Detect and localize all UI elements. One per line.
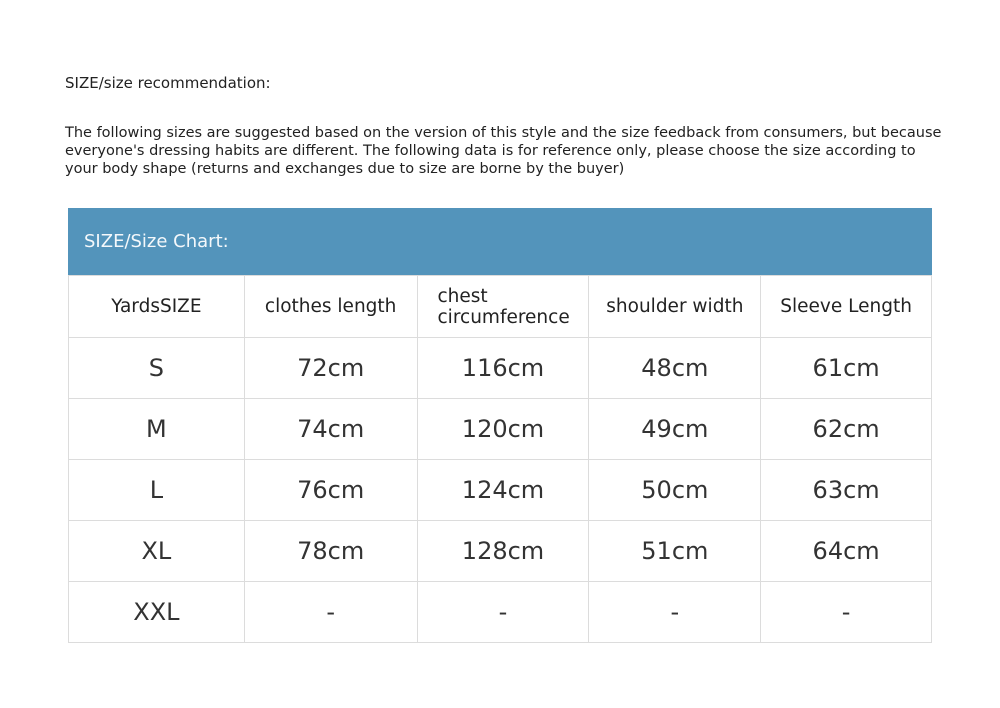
page-title: SIZE/size recommendation: — [65, 74, 271, 92]
measurement-cell: - — [760, 581, 932, 643]
size-cell: XXL — [68, 581, 245, 643]
table-row: M 74cm 120cm 49cm 62cm — [68, 398, 932, 460]
table-row: L 76cm 124cm 50cm 63cm — [68, 459, 932, 521]
column-header: shoulder width — [588, 275, 762, 338]
table-row: S 72cm 116cm 48cm 61cm — [68, 337, 932, 399]
measurement-cell: 62cm — [760, 398, 932, 460]
measurement-cell: - — [243, 581, 418, 643]
measurement-cell: 72cm — [243, 337, 418, 399]
column-header: Sleeve Length — [760, 275, 932, 338]
measurement-cell: 64cm — [760, 520, 932, 582]
size-cell: XL — [68, 520, 245, 582]
column-header: clothes length — [243, 275, 418, 338]
measurement-cell: 124cm — [416, 459, 590, 521]
measurement-cell: - — [416, 581, 590, 643]
size-cell: S — [68, 337, 245, 399]
measurement-cell: 74cm — [243, 398, 418, 460]
measurement-cell: 61cm — [760, 337, 932, 399]
size-table: YardsSIZE clothes length chest circumfer… — [68, 275, 932, 643]
measurement-cell: 76cm — [243, 459, 418, 521]
size-cell: L — [68, 459, 245, 521]
size-chart-heading: SIZE/Size Chart: — [68, 208, 932, 275]
measurement-cell: 49cm — [588, 398, 762, 460]
measurement-cell: - — [588, 581, 762, 643]
measurement-cell: 51cm — [588, 520, 762, 582]
table-row: XXL - - - - — [68, 581, 932, 643]
measurement-cell: 116cm — [416, 337, 590, 399]
measurement-cell: 48cm — [588, 337, 762, 399]
table-row: XL 78cm 128cm 51cm 64cm — [68, 520, 932, 582]
column-header: chest circumference — [416, 275, 590, 338]
column-header: YardsSIZE — [68, 275, 245, 338]
measurement-cell: 50cm — [588, 459, 762, 521]
measurement-cell: 78cm — [243, 520, 418, 582]
measurement-cell: 63cm — [760, 459, 932, 521]
measurement-cell: 120cm — [416, 398, 590, 460]
size-chart: SIZE/Size Chart: YardsSIZE clothes lengt… — [68, 208, 932, 643]
header-row: YardsSIZE clothes length chest circumfer… — [68, 275, 932, 338]
measurement-cell: 128cm — [416, 520, 590, 582]
size-description: The following sizes are suggested based … — [65, 125, 942, 177]
size-cell: M — [68, 398, 245, 460]
